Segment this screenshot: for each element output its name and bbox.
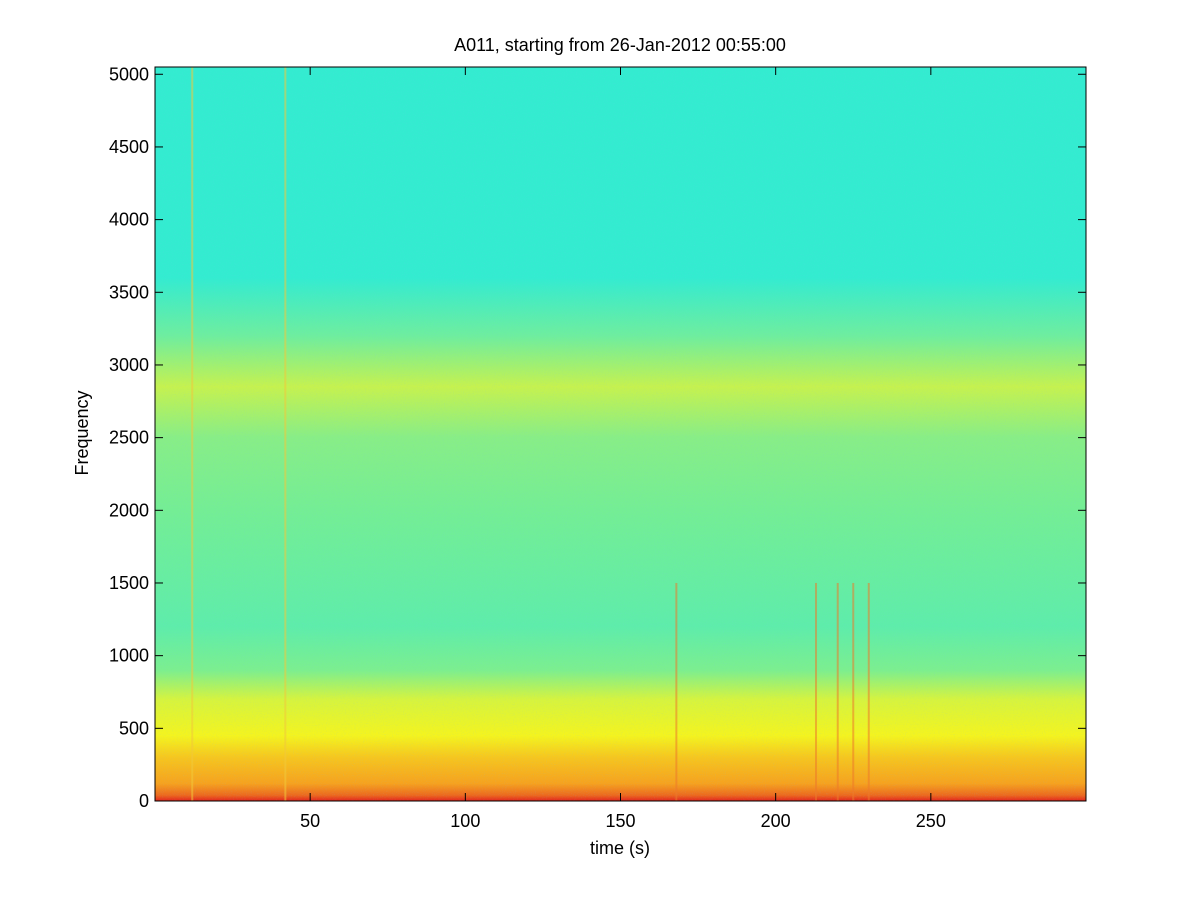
- event-streak: [815, 582, 818, 801]
- y-tick-label: 2000: [109, 500, 149, 520]
- broadband-events: [191, 67, 870, 801]
- x-tick-label: 100: [450, 811, 480, 831]
- plot-area: [155, 67, 1086, 801]
- x-tick-label: 200: [761, 811, 791, 831]
- y-tick-label: 5000: [109, 64, 149, 84]
- y-tick-label: 3000: [109, 355, 149, 375]
- chart-title: A011, starting from 26-Jan-2012 00:55:00: [454, 35, 786, 55]
- y-tick-label: 4000: [109, 210, 149, 230]
- event-streak: [852, 582, 855, 801]
- y-tick-label: 500: [119, 718, 149, 738]
- event-streak: [284, 67, 287, 801]
- heatmap-noise: [155, 67, 1086, 801]
- x-tick-label: 150: [605, 811, 635, 831]
- y-tick-label: 1500: [109, 573, 149, 593]
- y-axis-label: Frequency: [72, 390, 92, 475]
- x-axis-label: time (s): [590, 838, 650, 858]
- y-tick-label: 2500: [109, 428, 149, 448]
- x-axis: 50 100 150 200 250: [300, 67, 946, 831]
- y-axis: 0 500 1000 1500 2000 2500 3000 3500 4000 4500 5000: [109, 64, 1086, 811]
- event-streak: [836, 582, 839, 801]
- event-streak: [675, 582, 678, 801]
- y-tick-label: 0: [139, 791, 149, 811]
- x-tick-label: 250: [916, 811, 946, 831]
- y-tick-label: 3500: [109, 282, 149, 302]
- y-tick-label: 4500: [109, 137, 149, 157]
- event-streak: [191, 67, 194, 801]
- y-tick-label: 1000: [109, 646, 149, 666]
- x-tick-label: 50: [300, 811, 320, 831]
- event-streak: [867, 582, 870, 801]
